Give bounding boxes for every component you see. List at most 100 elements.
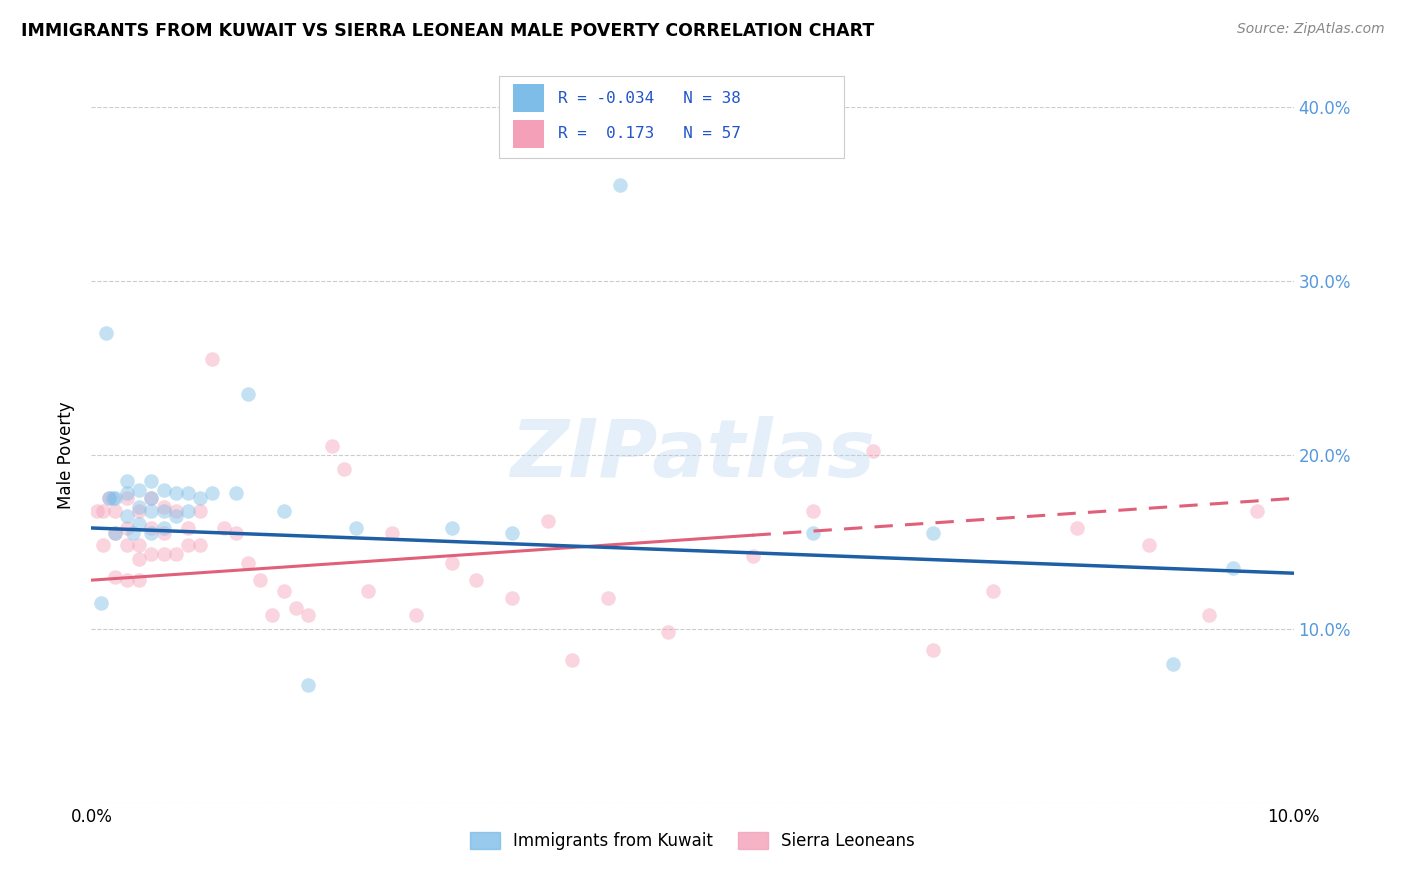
Point <box>117 573 139 587</box>
Point <box>249 573 271 587</box>
Point <box>141 491 163 506</box>
Point <box>128 500 150 514</box>
Point <box>657 625 679 640</box>
Point <box>201 352 224 367</box>
Point <box>1246 503 1268 517</box>
Point <box>117 521 139 535</box>
Point <box>188 491 211 506</box>
Point <box>1198 607 1220 622</box>
Point <box>128 517 150 532</box>
Point <box>1161 657 1184 671</box>
Point <box>273 503 295 517</box>
Point <box>321 439 343 453</box>
Point <box>1222 561 1244 575</box>
Y-axis label: Male Poverty: Male Poverty <box>58 401 76 508</box>
Text: IMMIGRANTS FROM KUWAIT VS SIERRA LEONEAN MALE POVERTY CORRELATION CHART: IMMIGRANTS FROM KUWAIT VS SIERRA LEONEAN… <box>21 22 875 40</box>
Point <box>152 547 174 561</box>
Point <box>128 573 150 587</box>
Point <box>93 538 115 552</box>
Point <box>333 462 356 476</box>
Point <box>93 503 115 517</box>
Point <box>801 503 824 517</box>
Point <box>104 526 127 541</box>
Point <box>165 508 187 523</box>
Point <box>981 583 1004 598</box>
Point <box>537 514 560 528</box>
Point <box>152 521 174 535</box>
Point <box>273 583 295 598</box>
Point <box>561 653 583 667</box>
Point <box>188 538 211 552</box>
Point <box>117 538 139 552</box>
Point <box>225 526 247 541</box>
Point <box>98 491 121 506</box>
Point <box>104 491 127 506</box>
Point <box>117 486 139 500</box>
Point <box>922 526 945 541</box>
Point <box>104 503 127 517</box>
Point <box>98 491 121 506</box>
Point <box>176 486 198 500</box>
Point <box>165 503 187 517</box>
Point <box>284 601 307 615</box>
Point <box>297 677 319 691</box>
Point <box>104 570 127 584</box>
Point <box>440 556 463 570</box>
Point <box>94 326 117 340</box>
Point <box>141 547 163 561</box>
Point <box>297 607 319 622</box>
Point <box>212 521 235 535</box>
Point <box>104 526 127 541</box>
Point <box>225 486 247 500</box>
Point <box>501 591 523 605</box>
Point <box>862 444 884 458</box>
Point <box>1066 521 1088 535</box>
Point <box>501 526 523 541</box>
Point <box>609 178 631 193</box>
Text: ZIPatlas: ZIPatlas <box>510 416 875 494</box>
Point <box>801 526 824 541</box>
Point <box>128 503 150 517</box>
Point <box>128 483 150 497</box>
Point <box>152 500 174 514</box>
Point <box>141 521 163 535</box>
Point <box>165 486 187 500</box>
Point <box>117 508 139 523</box>
Point <box>344 521 367 535</box>
Text: Source: ZipAtlas.com: Source: ZipAtlas.com <box>1237 22 1385 37</box>
Point <box>201 486 224 500</box>
Point <box>381 526 404 541</box>
Point <box>440 521 463 535</box>
Point <box>260 607 283 622</box>
Point <box>122 526 145 541</box>
Point <box>152 483 174 497</box>
Point <box>117 474 139 488</box>
Point <box>236 556 259 570</box>
Point <box>152 503 174 517</box>
Point <box>141 526 163 541</box>
Point <box>176 538 198 552</box>
Point <box>598 591 620 605</box>
Point <box>165 547 187 561</box>
Point <box>90 596 112 610</box>
Point <box>128 538 150 552</box>
Point <box>465 573 488 587</box>
Point <box>741 549 763 563</box>
Point <box>141 491 163 506</box>
Point <box>141 474 163 488</box>
Point <box>922 642 945 657</box>
Point <box>357 583 380 598</box>
Point <box>117 491 139 506</box>
Legend: Immigrants from Kuwait, Sierra Leoneans: Immigrants from Kuwait, Sierra Leoneans <box>463 826 922 857</box>
Point <box>86 503 108 517</box>
Point <box>1137 538 1160 552</box>
Point <box>236 387 259 401</box>
Point <box>176 521 198 535</box>
Point <box>176 503 198 517</box>
Point <box>101 491 124 506</box>
Text: R =  0.173   N = 57: R = 0.173 N = 57 <box>558 127 741 141</box>
Text: R = -0.034   N = 38: R = -0.034 N = 38 <box>558 91 741 105</box>
Point <box>188 503 211 517</box>
Point <box>141 503 163 517</box>
Point <box>128 552 150 566</box>
